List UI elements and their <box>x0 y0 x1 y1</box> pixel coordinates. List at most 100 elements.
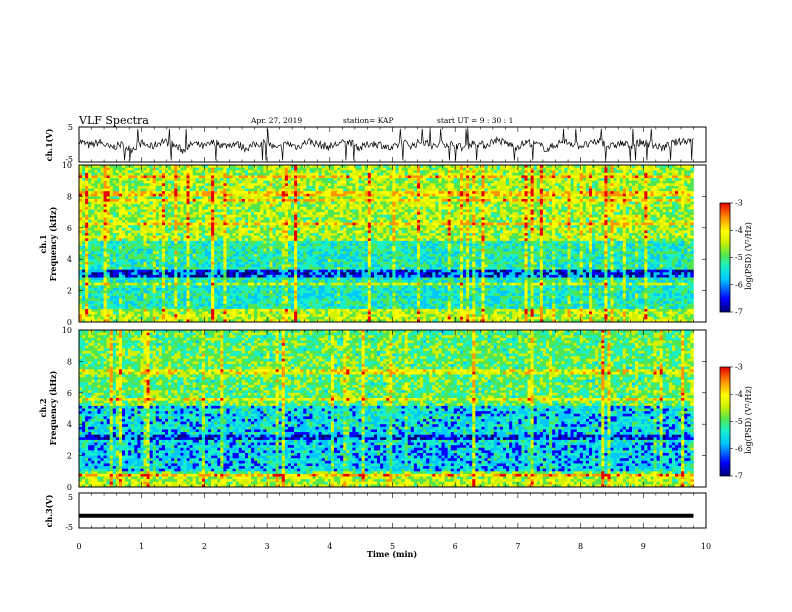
spectrogram-cell <box>140 308 144 312</box>
spectrogram-cell <box>321 290 326 294</box>
spectrogram-cell <box>192 185 197 189</box>
spectrogram-cell <box>217 280 221 284</box>
spectrogram-cell <box>220 212 224 216</box>
spectrogram-cell <box>281 214 286 218</box>
spectrogram-cell <box>294 180 298 184</box>
spectrogram-cell <box>254 287 258 291</box>
spectrogram-cell <box>97 267 101 270</box>
spectrogram-cell <box>266 298 270 302</box>
spectrogram-cell <box>309 267 313 270</box>
spectrogram-cell <box>309 180 313 184</box>
spectrogram-cell <box>297 282 301 286</box>
spectrogram-cell <box>106 235 111 239</box>
spectrogram-cell <box>100 311 104 315</box>
spectrogram-cell <box>134 285 138 289</box>
spectrogram-cell <box>260 165 264 168</box>
spectrogram-cell <box>85 170 89 174</box>
spectrogram-cell <box>241 225 246 229</box>
spectrogram-cell <box>100 298 104 302</box>
spectrogram-cell <box>312 277 316 281</box>
spectrogram-cell <box>103 295 107 299</box>
spectrogram-cell <box>125 178 129 181</box>
spectrogram-cell <box>235 280 240 284</box>
spectrogram-cell <box>211 191 215 195</box>
spectrogram-cell <box>128 316 132 320</box>
spectrogram-cell <box>155 251 160 255</box>
spectrogram-cell <box>171 199 175 202</box>
spectrogram-cell <box>281 235 286 239</box>
spectrogram-cell <box>235 219 240 223</box>
spectrogram-cell <box>223 290 227 294</box>
spectrogram-cell <box>290 290 295 294</box>
spectrogram-cell <box>309 204 313 208</box>
spectrogram-cell <box>306 193 310 197</box>
spectrogram-cell <box>300 204 304 208</box>
spectrogram-cell <box>297 193 301 197</box>
spectrogram-cell <box>220 165 224 168</box>
spectrogram-cell <box>315 261 319 265</box>
spectrogram-cell <box>125 293 129 297</box>
spectrogram-cell <box>217 199 221 202</box>
spectrogram-cell <box>275 314 279 318</box>
spectrogram-cell <box>183 298 187 302</box>
spectrogram-cell <box>211 311 215 315</box>
spectrogram-cell <box>174 285 178 289</box>
spectrogram-cell <box>115 230 120 234</box>
spectrogram-cell <box>247 282 252 286</box>
spectrogram-cell <box>128 204 132 208</box>
spectrogram-cell <box>208 230 212 234</box>
spectrogram-cell <box>79 238 83 242</box>
spectrogram-cell <box>297 180 301 184</box>
spectrogram-cell <box>168 225 172 229</box>
spectrogram-cell <box>269 238 273 242</box>
spectrogram-cell <box>217 230 221 234</box>
spectrogram-cell <box>168 233 172 236</box>
spectrogram-cell <box>146 183 150 187</box>
spectrogram-cell <box>115 225 120 229</box>
spectrogram-cell <box>208 272 212 276</box>
spectrogram-cell <box>321 253 326 257</box>
spectrogram-cell <box>241 172 246 176</box>
spectrogram-cell <box>180 170 184 174</box>
spectrogram-cell <box>306 251 310 255</box>
spectrogram-cell <box>180 165 184 168</box>
spectrogram-cell <box>294 306 298 310</box>
spectrogram-cell <box>312 204 316 208</box>
spectrogram-cell <box>174 238 178 242</box>
spectrogram-cell <box>149 253 154 257</box>
spectrogram-cell <box>214 212 218 216</box>
spectrogram-cell <box>195 248 200 252</box>
spectrogram-cell <box>180 248 184 252</box>
spectrogram-cell <box>134 240 138 244</box>
spectrogram-cell <box>204 225 209 229</box>
spectrogram-cell <box>91 165 95 168</box>
spectrogram-cell <box>220 277 224 281</box>
spectrogram-cell <box>171 170 175 174</box>
spectrogram-cell <box>165 227 169 231</box>
spectrogram-cell <box>155 180 160 184</box>
spectrogram-cell <box>257 280 261 284</box>
spectrogram-cell <box>143 196 147 200</box>
spectrogram-cell <box>290 240 295 244</box>
spectrogram-cell <box>238 209 243 213</box>
spectrogram-cell <box>220 180 224 184</box>
spectrogram-cell <box>186 206 190 210</box>
spectrogram-cell <box>91 233 95 236</box>
spectrogram-cell <box>118 259 123 263</box>
spectrogram-cell <box>91 301 95 304</box>
spectrogram-cell <box>146 272 150 276</box>
spectrogram-cell <box>149 316 154 320</box>
spectrogram-cell <box>201 277 206 281</box>
spectrogram-cell <box>165 172 169 176</box>
spectrogram-cell <box>97 178 101 181</box>
spectrogram-cell <box>161 204 166 208</box>
spectrogram-cell <box>324 201 329 205</box>
spectrogram-cell <box>177 230 181 234</box>
spectrogram-cell <box>131 191 135 195</box>
spectrogram-cell <box>241 235 246 239</box>
spectrogram-cell <box>152 256 157 260</box>
spectrogram-cell <box>300 196 304 200</box>
spectrogram-cell <box>85 282 89 286</box>
spectrogram-cell <box>269 306 273 310</box>
spectrogram-cell <box>318 240 323 244</box>
